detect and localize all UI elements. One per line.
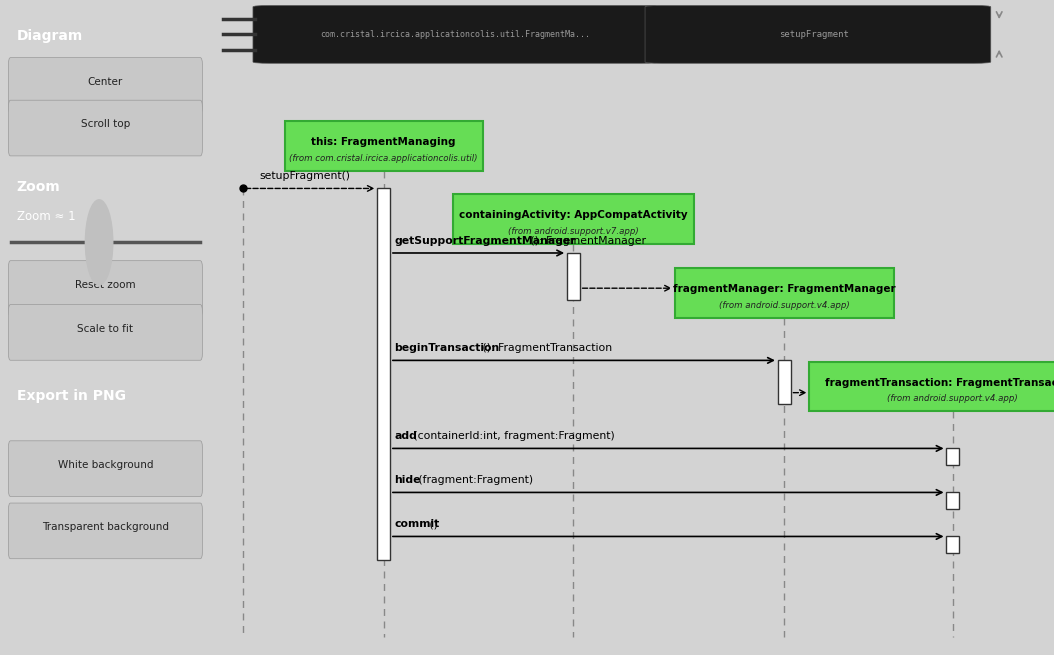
Text: (from com.cristal.ircica.applicationcolis.util): (from com.cristal.ircica.applicationcoli… [290,154,477,163]
FancyBboxPatch shape [8,441,202,496]
Text: setupFragment(): setupFragment() [259,172,350,181]
Bar [285,121,483,171]
FancyBboxPatch shape [8,305,202,360]
Text: Diagram: Diagram [17,29,83,43]
Text: White background: White background [58,460,153,470]
FancyBboxPatch shape [253,5,658,64]
Text: (): () [426,519,438,529]
Text: hide: hide [394,476,421,485]
Text: Scale to fit: Scale to fit [77,324,134,334]
Circle shape [85,200,113,285]
Bar [567,253,580,300]
Text: (from android.support.v4.app): (from android.support.v4.app) [719,301,850,310]
Text: (): FragmentManager: (): FragmentManager [527,236,646,246]
FancyBboxPatch shape [8,503,202,559]
Text: setupFragment: setupFragment [779,30,848,39]
Text: (containerId:int, fragment:Fragment): (containerId:int, fragment:Fragment) [410,432,614,441]
FancyBboxPatch shape [8,100,202,156]
Text: Scroll top: Scroll top [81,119,130,130]
Bar [377,189,390,560]
Text: Center: Center [87,77,123,87]
Text: fragmentTransaction: FragmentTransaction: fragmentTransaction: FragmentTransaction [824,377,1054,388]
Text: containingActivity: AppCompatActivity: containingActivity: AppCompatActivity [460,210,687,220]
Text: Zoom ≈ 1: Zoom ≈ 1 [17,210,76,223]
Text: beginTransaction: beginTransaction [394,343,500,353]
Text: Zoom: Zoom [17,179,61,194]
Bar [946,536,959,553]
FancyBboxPatch shape [8,261,202,316]
Text: fragmentManager: FragmentManager: fragmentManager: FragmentManager [672,284,896,293]
Text: (from android.support.v4.app): (from android.support.v4.app) [887,394,1018,403]
Bar [453,195,694,244]
Bar [946,493,959,509]
Bar [778,360,790,404]
Text: Reset zoom: Reset zoom [75,280,136,290]
FancyBboxPatch shape [645,5,991,64]
Text: Transparent background: Transparent background [42,522,169,533]
Text: commit: commit [394,519,440,529]
Text: add: add [394,432,417,441]
Text: getSupportFragmentManager: getSupportFragmentManager [394,236,575,246]
Text: (): FragmentTransaction: (): FragmentTransaction [480,343,612,353]
Bar [946,449,959,465]
Bar [809,362,1054,411]
Text: this: FragmentManaging: this: FragmentManaging [311,137,456,147]
Text: Export in PNG: Export in PNG [17,389,125,403]
FancyBboxPatch shape [8,58,202,113]
Text: (fragment:Fragment): (fragment:Fragment) [415,476,533,485]
Text: (from android.support.v7.app): (from android.support.v7.app) [508,227,639,236]
Bar [675,268,894,318]
Text: com.cristal.ircica.applicationcolis.util.FragmentMa...: com.cristal.ircica.applicationcolis.util… [320,30,590,39]
